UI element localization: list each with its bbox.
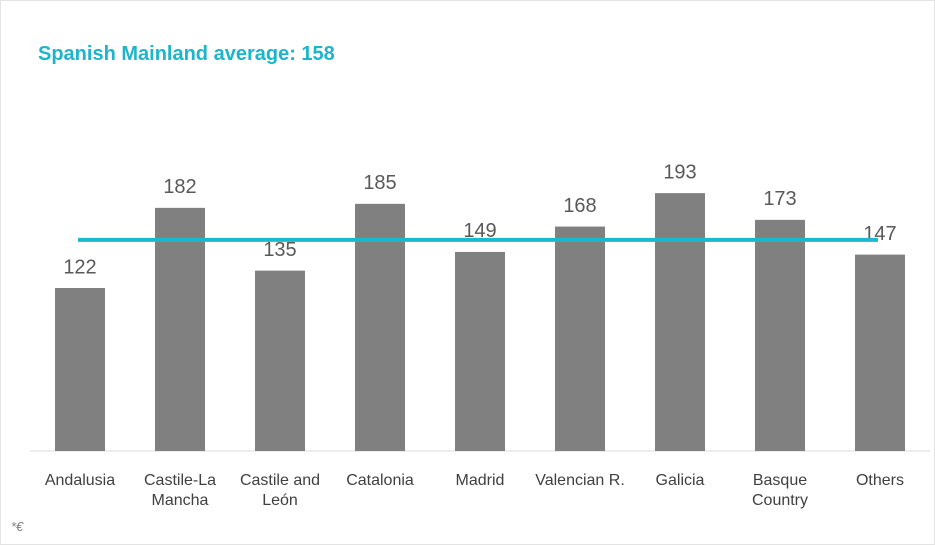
chart-title: Spanish Mainland average: 158: [38, 43, 335, 65]
bar: [355, 203, 405, 451]
bar: [155, 207, 205, 451]
data-label: 173: [763, 188, 796, 210]
bar: [455, 251, 505, 451]
x-tick-label: Madrid: [455, 472, 505, 489]
x-tick-label: Castile and León: [239, 472, 321, 509]
data-label: 182: [163, 176, 196, 198]
bar: [55, 288, 105, 451]
data-label: 122: [63, 256, 96, 278]
x-tick-label: Catalonia: [346, 472, 414, 489]
bar: [855, 254, 905, 451]
x-tick-label: Galicia: [655, 472, 705, 489]
x-tick-label: Others: [855, 472, 904, 489]
x-tick-label: Castile-La Mancha: [143, 472, 217, 509]
bar: [255, 270, 305, 451]
x-tick-label: Valencian R.: [535, 472, 625, 489]
x-tick-label: Andalusia: [44, 472, 116, 489]
bar: [755, 219, 805, 451]
bar: [555, 226, 605, 451]
x-tick-label: Basque Country: [751, 472, 809, 509]
data-label: 185: [363, 172, 396, 194]
data-label: 135: [263, 239, 296, 261]
data-label: 193: [663, 161, 696, 183]
bar: [655, 193, 705, 452]
data-label: 149: [463, 220, 496, 242]
footnote: *€: [11, 519, 24, 534]
data-label: 168: [563, 195, 596, 217]
